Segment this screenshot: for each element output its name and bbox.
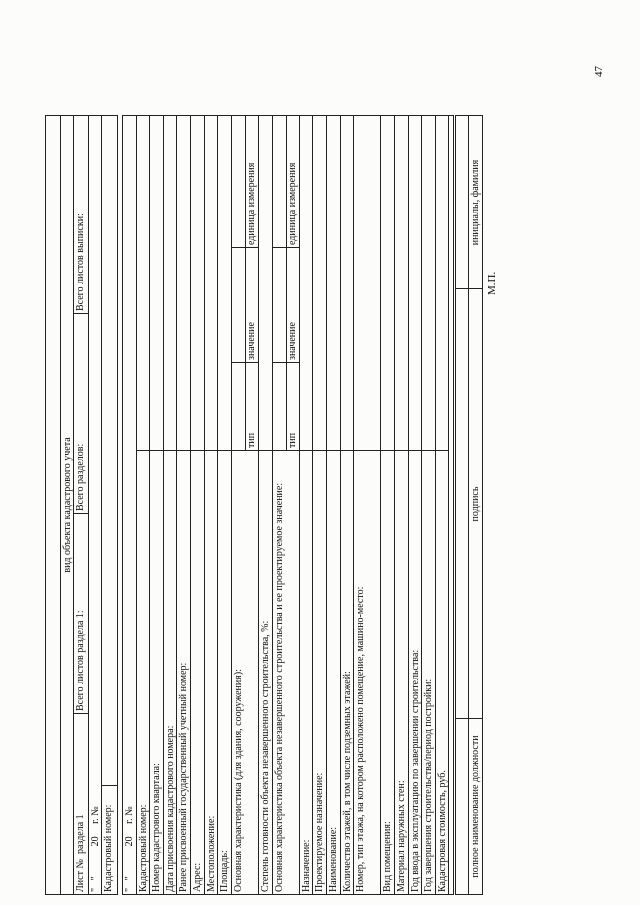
row-label: Номер, тип этажа, на котором расположено… [355,586,367,892]
row-label: Год ввода в эксплуатацию по завершении с… [409,649,421,892]
row-value [204,116,218,451]
row-label: Кадастровая стоимость, руб. [436,770,448,892]
table-row: Номер кадастрового квартала: [150,116,164,894]
table-row: Кадастровая стоимость, руб. [435,116,450,894]
row-value [381,116,394,451]
row-value [327,116,340,451]
row-value [340,116,354,451]
name-caption: инициалы, фамилия [470,159,481,246]
sub-header-value: значение [287,322,299,360]
header-block: вид объекта кадастрового учета Лист № ра… [45,115,118,895]
row-label: Основная характеристика объекта незаверш… [273,482,285,892]
row-label: Вид помещения: [382,821,394,892]
sections-total: Всего разделов: [75,443,86,511]
sheets-total: Всего листов выписки: [75,213,86,311]
sheets-section: Всего листов раздела 1: [75,610,86,711]
row-label: Назначение: [300,839,312,892]
row-value [408,116,422,451]
table-row: Проектируемое назначение: [313,116,327,894]
row-label: Степень готовности объекта незавершенног… [260,620,271,892]
main-table: " " 20 г. № Кадастровый номер: Номер кадас… [122,115,454,895]
table-row: Номер, тип этажа, на котором расположено… [354,116,382,894]
table-row: Основная характеристика объекта незаверш… [272,116,300,894]
sub-header-type: тип [287,432,299,448]
table-row: Основная характеристика (для здания, соо… [231,116,259,894]
sheet-label: Лист № [75,859,86,892]
row-label: Проектируемое назначение: [314,772,326,892]
page-number: 47 [593,66,605,77]
table-row: Год завершения строительства/период пост… [422,116,436,894]
row-label: Материал наружных стен: [396,780,407,892]
table-date-line: " " 20 г. № [124,806,135,892]
row-label: Количество этажей, в том числе подземных… [341,671,353,892]
table-row: Назначение: [299,116,314,894]
row-value [218,116,231,451]
section-label: раздела 1 [75,814,86,855]
table-row: Кадастровый номер: [136,116,151,894]
row-label: Наименование: [328,826,339,892]
date-row: " " 20 г. № [123,116,137,894]
row-value [191,116,204,451]
table-row: Наименование: [327,116,341,894]
table-row: Вид помещения: [381,116,395,894]
header-date-line: " " 20 г. № [90,806,101,892]
sub-header-unit: единица измерения [287,162,299,245]
table-row: Местоположение: [204,116,219,894]
position-caption: полное наименование должности [470,735,481,878]
table-row: Год ввода в эксплуатацию по завершении с… [408,116,423,894]
stamp-label: М.П. [486,271,498,295]
sub-header-type: тип [246,432,258,448]
cadastral-number-value [102,116,118,786]
row-value: тип значение единица измерения [272,116,299,451]
row-label: Дата присвоения кадастрового номера: [164,725,176,892]
table-row: Степень готовности объекта незавершенног… [259,116,273,894]
table-row: Ранее присвоенный государственный учетны… [177,116,191,894]
sub-header-unit: единица измерения [246,162,258,245]
row-value [259,116,272,451]
row-value [177,116,190,451]
table-row: Площадь: [218,116,232,894]
object-type: вид объекта кадастрового учета [62,437,73,573]
sign-caption: подпись [470,486,481,522]
row-label: Основная характеристика (для здания, соо… [232,669,244,892]
row-value: тип значение единица измерения [231,116,258,451]
table-row: Адрес: [191,116,205,894]
row-label: Год завершения строительства/период пост… [423,678,435,892]
row-value [422,116,435,451]
row-value [395,116,408,451]
row-value [313,116,326,451]
row-label: Ранее присвоенный государственный учетны… [178,662,190,892]
signature-block: полное наименование должности подпись ин… [455,115,483,895]
row-value [435,116,449,451]
table-row: Дата присвоения кадастрового номера: [163,116,178,894]
row-label: Местоположение: [205,815,217,892]
row-label: Номер кадастрового квартала: [151,763,163,892]
row-value [136,116,150,451]
table-row: Количество этажей, в том числе подземных… [340,116,355,894]
row-label: Адрес: [192,862,203,892]
row-label: Кадастровый номер: [137,804,149,892]
row-label: Площадь: [219,850,231,892]
row-value [299,116,313,451]
row-value [150,116,163,451]
row-value [354,116,381,451]
table-row: Материал наружных стен: [395,116,409,894]
sub-header-value: значение [246,322,258,360]
row-value [163,116,177,451]
header-cadastral-number: Кадастровый номер: [103,804,114,892]
